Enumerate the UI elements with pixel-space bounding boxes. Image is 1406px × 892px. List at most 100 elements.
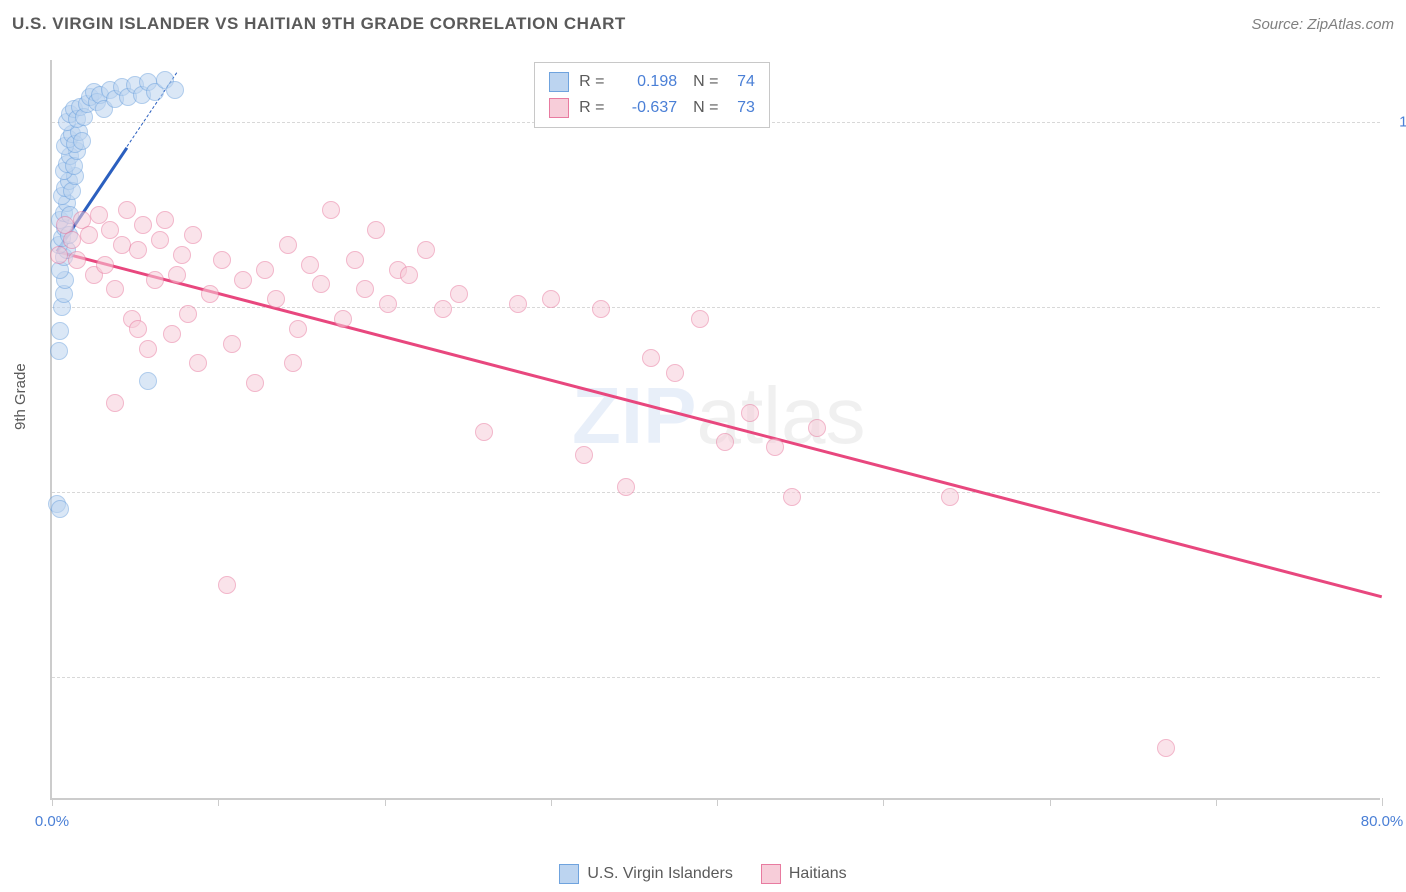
trend-line bbox=[57, 250, 1383, 598]
r-value: 0.198 bbox=[617, 73, 677, 91]
data-point bbox=[284, 354, 302, 372]
gridline bbox=[52, 492, 1380, 493]
data-point bbox=[96, 256, 114, 274]
y-tick-label: 100.0% bbox=[1390, 113, 1406, 130]
data-point bbox=[201, 285, 219, 303]
x-tick bbox=[52, 798, 53, 806]
data-point bbox=[666, 364, 684, 382]
chart-title: U.S. VIRGIN ISLANDER VS HAITIAN 9TH GRAD… bbox=[12, 14, 626, 34]
n-value: 73 bbox=[737, 99, 755, 117]
n-label: N = bbox=[693, 99, 727, 117]
legend-item-usvi: U.S. Virgin Islanders bbox=[559, 864, 733, 884]
gridline bbox=[52, 307, 1380, 308]
n-label: N = bbox=[693, 73, 727, 91]
data-point bbox=[642, 349, 660, 367]
data-point bbox=[73, 132, 91, 150]
watermark-bold: ZIP bbox=[572, 371, 696, 460]
x-tick bbox=[1050, 798, 1051, 806]
data-point bbox=[592, 300, 610, 318]
data-point bbox=[417, 241, 435, 259]
data-point bbox=[542, 290, 560, 308]
data-point bbox=[51, 322, 69, 340]
data-point bbox=[139, 372, 157, 390]
legend-swatch bbox=[549, 72, 569, 92]
data-point bbox=[334, 310, 352, 328]
data-point bbox=[106, 394, 124, 412]
data-point bbox=[766, 438, 784, 456]
data-point bbox=[146, 271, 164, 289]
data-point bbox=[189, 354, 207, 372]
data-point bbox=[113, 236, 131, 254]
x-tick bbox=[1382, 798, 1383, 806]
r-value: -0.637 bbox=[617, 99, 677, 117]
data-point bbox=[279, 236, 297, 254]
data-point bbox=[80, 226, 98, 244]
data-point bbox=[400, 266, 418, 284]
correlation-legend: R = 0.198 N = 74 R = -0.637 N = 73 bbox=[534, 62, 770, 128]
data-point bbox=[139, 340, 157, 358]
legend-label-haitians: Haitians bbox=[789, 865, 847, 883]
data-point bbox=[575, 446, 593, 464]
x-tick bbox=[1216, 798, 1217, 806]
data-point bbox=[234, 271, 252, 289]
data-point bbox=[1157, 739, 1175, 757]
data-point bbox=[163, 325, 181, 343]
x-tick bbox=[385, 798, 386, 806]
data-point bbox=[434, 300, 452, 318]
legend-row: R = 0.198 N = 74 bbox=[549, 69, 755, 95]
data-point bbox=[179, 305, 197, 323]
data-point bbox=[129, 320, 147, 338]
data-point bbox=[301, 256, 319, 274]
data-point bbox=[129, 241, 147, 259]
data-point bbox=[218, 576, 236, 594]
data-point bbox=[106, 280, 124, 298]
data-point bbox=[50, 342, 68, 360]
data-point bbox=[379, 295, 397, 313]
x-tick bbox=[551, 798, 552, 806]
data-point bbox=[246, 374, 264, 392]
x-tick-label: 0.0% bbox=[35, 813, 69, 830]
y-tick-label: 92.5% bbox=[1390, 298, 1406, 315]
x-tick bbox=[218, 798, 219, 806]
data-point bbox=[289, 320, 307, 338]
legend-swatch-usvi bbox=[559, 864, 579, 884]
data-point bbox=[808, 419, 826, 437]
data-point bbox=[151, 231, 169, 249]
data-point bbox=[256, 261, 274, 279]
data-point bbox=[223, 335, 241, 353]
data-point bbox=[51, 500, 69, 518]
n-value: 74 bbox=[737, 73, 755, 91]
chart-plot-area: ZIPatlas 77.5%85.0%92.5%100.0%0.0%80.0%R… bbox=[50, 60, 1380, 800]
data-point bbox=[509, 295, 527, 313]
data-point bbox=[63, 231, 81, 249]
data-point bbox=[68, 251, 86, 269]
legend-swatch-haitians bbox=[761, 864, 781, 884]
r-label: R = bbox=[579, 73, 607, 91]
legend-item-haitians: Haitians bbox=[761, 864, 847, 884]
data-point bbox=[450, 285, 468, 303]
y-tick-label: 77.5% bbox=[1390, 668, 1406, 685]
data-point bbox=[346, 251, 364, 269]
data-point bbox=[184, 226, 202, 244]
data-point bbox=[716, 433, 734, 451]
legend-row: R = -0.637 N = 73 bbox=[549, 95, 755, 121]
data-point bbox=[168, 266, 186, 284]
data-point bbox=[213, 251, 231, 269]
data-point bbox=[741, 404, 759, 422]
data-point bbox=[173, 246, 191, 264]
data-point bbox=[367, 221, 385, 239]
data-point bbox=[691, 310, 709, 328]
data-point bbox=[267, 290, 285, 308]
data-point bbox=[156, 211, 174, 229]
data-point bbox=[166, 81, 184, 99]
r-label: R = bbox=[579, 99, 607, 117]
data-point bbox=[322, 201, 340, 219]
legend-bottom: U.S. Virgin Islanders Haitians bbox=[0, 864, 1406, 884]
x-tick bbox=[717, 798, 718, 806]
y-axis-label: 9th Grade bbox=[12, 363, 29, 430]
y-tick-label: 85.0% bbox=[1390, 483, 1406, 500]
data-point bbox=[50, 246, 68, 264]
data-point bbox=[783, 488, 801, 506]
gridline bbox=[52, 677, 1380, 678]
data-point bbox=[617, 478, 635, 496]
